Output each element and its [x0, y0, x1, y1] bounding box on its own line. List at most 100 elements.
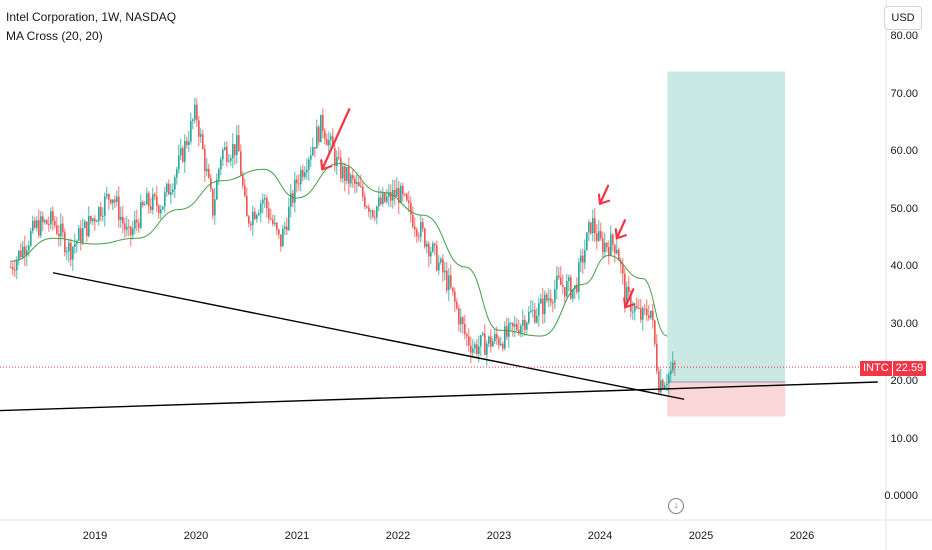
candle-body: [570, 277, 572, 299]
candle-body: [82, 228, 84, 243]
candle-body: [34, 220, 36, 228]
candle-body: [114, 199, 116, 202]
candle-body: [246, 195, 248, 217]
candle-body: [342, 166, 344, 179]
x-tick-label: 2023: [486, 530, 512, 542]
candle-body: [502, 343, 504, 349]
candle-body: [428, 243, 430, 257]
candle-body: [488, 336, 490, 344]
candle-body: [126, 226, 128, 230]
candle-body: [364, 196, 366, 207]
candle-body: [38, 220, 40, 236]
x-tick-label: 2026: [789, 530, 815, 542]
candle-body: [124, 223, 126, 230]
candle-body: [100, 207, 102, 217]
candle-body: [134, 219, 136, 229]
candle-body: [586, 232, 588, 251]
annotation-arrow-3[interactable]: [614, 219, 627, 240]
candle-body: [638, 307, 640, 309]
candle-body: [256, 215, 258, 220]
arrow-down-circle-icon[interactable]: ↓: [668, 498, 684, 514]
candle-body: [92, 218, 94, 222]
candle-body: [622, 264, 624, 274]
x-tick-label: 2022: [385, 530, 411, 542]
y-tick-label: 0.0000: [884, 490, 918, 502]
candle-body: [234, 144, 236, 156]
candle-body: [14, 269, 16, 271]
candle-body: [154, 194, 156, 197]
candle-body: [180, 148, 182, 156]
candle-body: [506, 326, 508, 337]
candle-body: [610, 234, 612, 256]
candle-body: [318, 127, 320, 143]
candle-body: [482, 333, 484, 336]
candle-body: [96, 221, 98, 223]
candle-body: [652, 310, 654, 321]
candle-body: [24, 246, 26, 256]
candle-body: [348, 166, 350, 184]
candle-body: [242, 175, 244, 186]
candle-body: [414, 226, 416, 230]
candle-body: [662, 380, 664, 389]
annotation-arrow-2[interactable]: [597, 184, 611, 205]
candle-body: [528, 312, 530, 323]
candle-body: [52, 211, 54, 222]
candle-body: [384, 193, 386, 202]
candle-body: [72, 246, 74, 260]
candle-body: [554, 288, 556, 303]
candle-body: [654, 320, 656, 344]
candle-body: [144, 204, 146, 206]
candle-body: [460, 317, 462, 325]
candle-body: [636, 305, 638, 308]
candle-body: [192, 119, 194, 121]
candle-body: [270, 218, 272, 220]
candle-body: [78, 228, 80, 241]
candle-body: [224, 147, 226, 150]
candle-body: [474, 344, 476, 349]
candle-body: [344, 166, 346, 181]
annotation-arrow-4[interactable]: [623, 288, 636, 309]
candle-body: [670, 370, 672, 375]
candle-body: [604, 242, 606, 253]
candle-body: [406, 194, 408, 201]
candle-body: [110, 199, 112, 204]
candle-body: [550, 298, 552, 303]
candle-body: [470, 345, 472, 353]
candle-body: [226, 147, 228, 162]
y-tick-label: 40.00: [890, 260, 918, 272]
candle-body: [598, 231, 600, 241]
candle-body: [164, 192, 166, 207]
candle-body: [48, 224, 50, 226]
moving-average-line: [10, 162, 668, 337]
annotation-arrow-1[interactable]: [320, 108, 351, 171]
candle-body: [288, 206, 290, 231]
candle-body: [112, 199, 114, 204]
candle-body: [240, 151, 242, 176]
candle-body: [594, 218, 596, 234]
candle-body: [602, 238, 604, 253]
candle-body: [320, 115, 322, 143]
candle-body: [618, 249, 620, 261]
candle-body: [576, 285, 578, 292]
candle-body: [508, 323, 510, 337]
candle-body: [606, 242, 608, 248]
candle-body: [208, 168, 210, 178]
candle-body: [526, 322, 528, 330]
currency-button[interactable]: USD: [884, 6, 922, 30]
indicator-label[interactable]: MA Cross (20, 20): [6, 29, 103, 43]
candle-body: [294, 179, 296, 203]
candle-body: [630, 292, 632, 312]
candle-body: [450, 275, 452, 288]
candle-body: [132, 228, 134, 236]
candle-body: [592, 218, 594, 234]
candle-body: [30, 231, 32, 246]
candle-body: [600, 231, 602, 239]
candle-body: [434, 243, 436, 246]
candle-body: [424, 228, 426, 247]
candle-body: [304, 172, 306, 177]
candle-body: [376, 206, 378, 218]
candle-body: [116, 196, 118, 202]
candle-body: [628, 286, 630, 293]
